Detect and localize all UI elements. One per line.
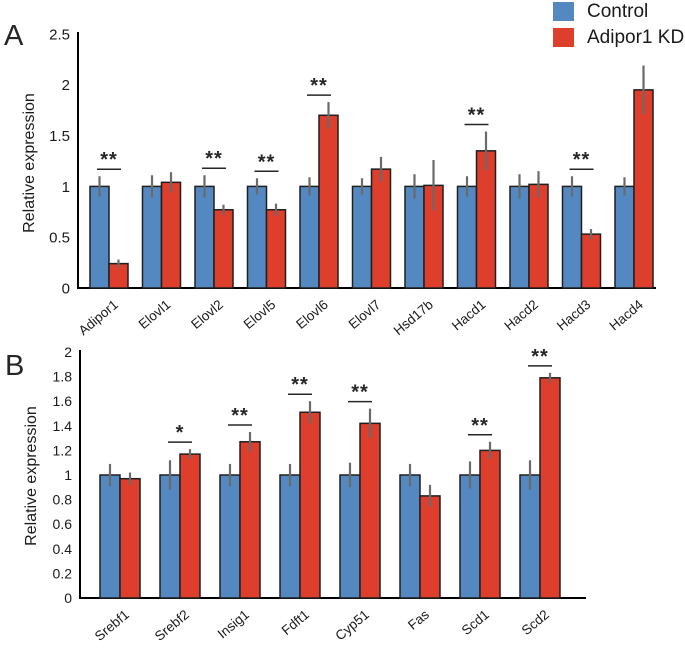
x-category-label-scd1: Scd1 bbox=[459, 607, 492, 638]
legend-item-control: Control bbox=[553, 2, 684, 21]
bar-control-srebf1 bbox=[99, 474, 121, 599]
bar-control-elovl6 bbox=[299, 185, 320, 289]
significance-marker-scd2: ** bbox=[531, 346, 549, 368]
adipor1-kd-color-swatch bbox=[553, 28, 574, 47]
significance-marker-cyp51: ** bbox=[351, 382, 369, 404]
x-category-label-elovl6: Elovl6 bbox=[293, 297, 331, 332]
bar-adipor1-kd-elovl1 bbox=[160, 181, 182, 289]
y-tick-label: 1.4 bbox=[53, 418, 73, 434]
panel-b-y-axis-label: Relative expression bbox=[23, 406, 40, 546]
y-tick-label: 1 bbox=[62, 179, 70, 196]
control-color-swatch bbox=[553, 2, 574, 21]
significance-marker-scd1: ** bbox=[471, 415, 489, 437]
x-category-label-cyp51: Cyp51 bbox=[332, 607, 372, 644]
legend-item-adipor1-kd: Adipor1 KD bbox=[553, 28, 684, 47]
x-category-label-scd2: Scd2 bbox=[519, 607, 552, 638]
x-category-label-srebf1: Srebf1 bbox=[92, 607, 132, 644]
bar-control-hsd17b bbox=[404, 185, 425, 289]
bar-control-cyp51 bbox=[339, 474, 361, 599]
bar-control-hacd4 bbox=[614, 185, 635, 289]
bar-control-elovl2 bbox=[194, 185, 215, 289]
bar-control-hacd3 bbox=[561, 185, 583, 289]
significance-marker-elovl6: ** bbox=[310, 75, 328, 97]
bar-adipor1-kd-scd1 bbox=[479, 449, 501, 599]
x-category-label-elovl2: Elovl2 bbox=[188, 297, 226, 332]
y-tick-label: 2 bbox=[64, 344, 72, 360]
y-tick-label: 1.5 bbox=[49, 128, 70, 145]
bar-control-adipor1 bbox=[89, 185, 110, 289]
bar-adipor1-kd-scd2 bbox=[539, 377, 561, 599]
x-category-label-elovl7: Elovl7 bbox=[346, 297, 384, 332]
y-tick-label: 1.2 bbox=[53, 442, 73, 458]
bar-control-hacd2 bbox=[509, 185, 530, 289]
bar-control-fas bbox=[399, 474, 421, 599]
x-category-label-hacd4: Hacd4 bbox=[606, 296, 646, 333]
x-category-label-insig1: Insig1 bbox=[215, 607, 252, 642]
bar-adipor1-kd-elovl2 bbox=[213, 209, 234, 289]
legend-label-adipor1-kd: Adipor1 KD bbox=[587, 27, 685, 48]
bar-adipor1-kd-srebf1 bbox=[119, 477, 141, 599]
bar-control-hacd1 bbox=[456, 185, 478, 289]
y-tick-label: 0 bbox=[64, 590, 72, 606]
bar-adipor1-kd-cyp51 bbox=[359, 422, 381, 599]
significance-marker-hacd1: ** bbox=[468, 105, 486, 127]
x-category-label-adipor1: Adipor1 bbox=[76, 297, 121, 338]
bar-adipor1-kd-insig1 bbox=[239, 441, 261, 599]
significance-marker-srebf2: * bbox=[176, 422, 185, 444]
y-tick-label: 0.8 bbox=[53, 492, 73, 508]
bar-control-elovl5 bbox=[246, 185, 268, 289]
panel-b-letter: B bbox=[5, 350, 25, 382]
legend-label-control: Control bbox=[587, 1, 649, 22]
panel-a-letter: A bbox=[4, 20, 24, 52]
y-tick-label: 2.5 bbox=[49, 26, 70, 43]
significance-marker-hacd3: ** bbox=[573, 149, 591, 171]
x-category-label-elovl5: Elovl5 bbox=[241, 297, 279, 332]
y-tick-label: 0.2 bbox=[53, 565, 73, 581]
significance-marker-adipor1: ** bbox=[100, 149, 118, 171]
significance-marker-elovl5: ** bbox=[258, 151, 276, 173]
bar-adipor1-kd-elovl7 bbox=[370, 168, 392, 289]
x-category-label-hacd1: Hacd1 bbox=[449, 297, 489, 334]
y-tick-label: 0.4 bbox=[53, 541, 73, 557]
significance-marker-fdft1: ** bbox=[291, 374, 309, 396]
x-category-label-elovl1: Elovl1 bbox=[136, 297, 174, 332]
bar-control-insig1 bbox=[219, 474, 241, 599]
legend: Control Adipor1 KD bbox=[553, 2, 684, 47]
bar-adipor1-kd-hacd4 bbox=[633, 89, 654, 289]
bar-adipor1-kd-fdft1 bbox=[299, 411, 321, 599]
y-tick-label: 0.6 bbox=[53, 516, 73, 532]
y-tick-label: 0 bbox=[62, 280, 70, 297]
bar-adipor1-kd-hacd2 bbox=[528, 183, 549, 289]
x-category-label-srebf2: Srebf2 bbox=[152, 607, 192, 644]
y-tick-label: 1 bbox=[64, 467, 72, 483]
x-category-label-hacd2: Hacd2 bbox=[501, 297, 541, 334]
y-tick-label: 2 bbox=[62, 77, 70, 94]
x-category-label-fdft1: Fdft1 bbox=[279, 607, 312, 638]
panel-a-y-axis-label: Relative expression bbox=[21, 93, 38, 233]
bar-adipor1-kd-srebf2 bbox=[179, 453, 201, 599]
significance-marker-elovl2: ** bbox=[205, 148, 223, 170]
bar-control-scd1 bbox=[459, 474, 481, 599]
bar-control-scd2 bbox=[519, 474, 541, 599]
bar-control-srebf2 bbox=[159, 474, 181, 599]
bar-control-fdft1 bbox=[279, 474, 301, 599]
x-category-label-fas: Fas bbox=[405, 607, 432, 633]
bar-adipor1-kd-fas bbox=[419, 495, 441, 599]
bar-adipor1-kd-hacd3 bbox=[580, 233, 602, 289]
y-tick-label: 0.5 bbox=[49, 230, 70, 247]
x-category-label-hacd3: Hacd3 bbox=[554, 297, 594, 334]
significance-marker-insig1: ** bbox=[231, 405, 249, 427]
x-category-label-hsd17b: Hsd17b bbox=[391, 297, 436, 338]
bar-adipor1-kd-hacd1 bbox=[475, 150, 497, 289]
bar-control-elovl7 bbox=[351, 185, 373, 289]
bar-control-elovl1 bbox=[141, 185, 163, 289]
y-tick-label: 1.8 bbox=[53, 369, 73, 385]
bar-adipor1-kd-elovl6 bbox=[318, 114, 339, 289]
y-tick-label: 1.6 bbox=[53, 393, 73, 409]
bar-adipor1-kd-elovl5 bbox=[265, 209, 287, 289]
